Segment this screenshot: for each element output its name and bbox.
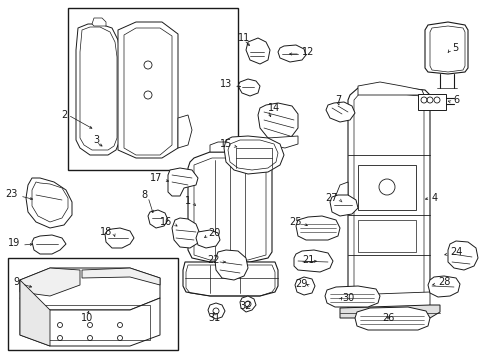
- Polygon shape: [172, 218, 200, 248]
- Text: 1: 1: [184, 196, 191, 206]
- Text: 31: 31: [207, 313, 220, 323]
- Polygon shape: [168, 168, 198, 196]
- Text: 3: 3: [93, 135, 99, 145]
- Text: 20: 20: [207, 228, 220, 238]
- Polygon shape: [105, 228, 134, 248]
- Bar: [357, 220, 415, 252]
- Polygon shape: [267, 136, 297, 148]
- Polygon shape: [447, 241, 477, 270]
- Polygon shape: [118, 22, 178, 158]
- Text: 14: 14: [267, 103, 280, 113]
- Text: 8: 8: [142, 190, 148, 200]
- Text: 19: 19: [8, 238, 20, 248]
- Polygon shape: [224, 136, 284, 174]
- Polygon shape: [207, 303, 224, 319]
- Polygon shape: [424, 22, 467, 74]
- Polygon shape: [258, 103, 297, 140]
- Polygon shape: [335, 182, 347, 210]
- Text: 30: 30: [341, 293, 353, 303]
- Polygon shape: [148, 210, 168, 228]
- Polygon shape: [245, 38, 269, 64]
- Polygon shape: [183, 262, 278, 296]
- Text: 9: 9: [14, 277, 20, 287]
- Polygon shape: [187, 152, 271, 262]
- Polygon shape: [295, 216, 339, 240]
- Bar: [8, 258, 178, 350]
- Polygon shape: [294, 277, 314, 295]
- Polygon shape: [26, 178, 72, 228]
- Text: 18: 18: [100, 227, 112, 237]
- Text: 4: 4: [431, 193, 437, 203]
- Polygon shape: [325, 286, 379, 307]
- Polygon shape: [32, 235, 66, 254]
- Polygon shape: [240, 296, 256, 312]
- Text: 16: 16: [160, 217, 172, 227]
- Polygon shape: [347, 86, 429, 308]
- Polygon shape: [329, 195, 357, 216]
- Text: 26: 26: [381, 313, 393, 323]
- Polygon shape: [20, 268, 80, 296]
- Polygon shape: [82, 268, 160, 285]
- Polygon shape: [354, 307, 429, 330]
- Text: 7: 7: [334, 95, 341, 105]
- Polygon shape: [76, 24, 120, 155]
- Text: 6: 6: [452, 95, 458, 105]
- Polygon shape: [357, 82, 423, 95]
- Polygon shape: [20, 298, 160, 346]
- Polygon shape: [347, 292, 429, 315]
- Text: 17: 17: [149, 173, 162, 183]
- Text: 15: 15: [219, 139, 231, 149]
- Text: 25: 25: [289, 217, 302, 227]
- Text: 11: 11: [237, 33, 250, 43]
- Bar: [68, 8, 238, 170]
- Text: 2: 2: [61, 110, 68, 120]
- Text: 27: 27: [325, 193, 337, 203]
- Text: 24: 24: [449, 247, 462, 257]
- Bar: [417, 94, 445, 110]
- Text: 13: 13: [219, 79, 231, 89]
- Polygon shape: [209, 142, 249, 152]
- Text: 10: 10: [81, 313, 93, 323]
- Text: 21: 21: [302, 255, 314, 265]
- Polygon shape: [293, 250, 332, 272]
- Polygon shape: [427, 276, 459, 297]
- Text: 22: 22: [207, 255, 220, 265]
- Polygon shape: [238, 79, 260, 96]
- Polygon shape: [196, 230, 220, 248]
- Bar: [357, 165, 415, 210]
- Text: 28: 28: [437, 277, 449, 287]
- Text: 23: 23: [6, 189, 18, 199]
- Polygon shape: [178, 115, 192, 148]
- Polygon shape: [20, 280, 50, 346]
- Text: 32: 32: [239, 301, 252, 311]
- Text: 5: 5: [451, 43, 457, 53]
- Polygon shape: [278, 45, 305, 62]
- Text: 12: 12: [302, 47, 314, 57]
- Polygon shape: [20, 268, 160, 310]
- Polygon shape: [215, 250, 247, 280]
- Polygon shape: [339, 305, 439, 318]
- Text: 29: 29: [295, 279, 307, 289]
- Polygon shape: [92, 18, 106, 26]
- Polygon shape: [325, 102, 354, 122]
